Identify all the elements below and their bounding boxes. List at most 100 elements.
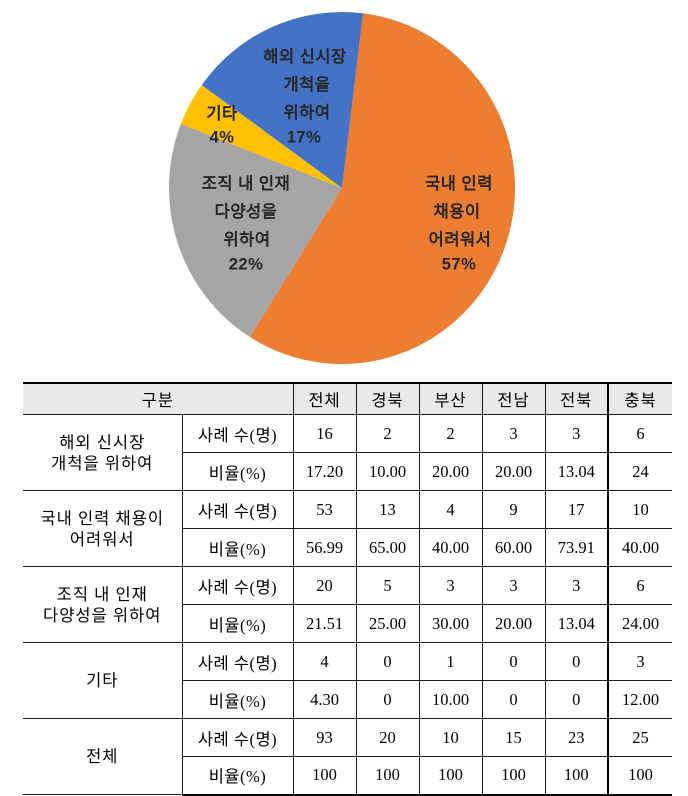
pie-label-line: 22% <box>228 255 264 274</box>
ratio-cell: 100 <box>292 756 357 796</box>
pie-label-line: 해외 신시장 <box>263 48 347 66</box>
count-cell: 6 <box>607 566 672 605</box>
ratio-cell: 13.04 <box>544 452 609 491</box>
table-row: 국내 인력 채용이 어려워서 사례 수(명) 53 13 4 9 17 10 <box>23 490 672 567</box>
count-cell: 16 <box>292 414 357 453</box>
ratio-cell: 0 <box>481 680 546 719</box>
ratio-cell: 21.51 <box>292 604 357 643</box>
count-cell: 3 <box>544 566 609 605</box>
count-cell: 10 <box>418 718 483 757</box>
ratio-cell: 65.00 <box>355 528 420 567</box>
pie-label-line: 어려워서 <box>428 231 492 249</box>
count-cell: 3 <box>607 642 672 681</box>
pie-slice <box>169 123 342 337</box>
table-body: 해외 신시장 개척을 위하여 사례 수(명) 16 2 2 3 3 6 비율(%) 17.20 10.… <box>23 414 672 796</box>
metric-label-cell: 비율(%) <box>181 452 294 491</box>
metric-label-cell: 비율(%) <box>181 604 294 643</box>
pie-label-line: 17% <box>286 128 322 147</box>
count-cell: 5 <box>355 566 420 605</box>
ratio-cell: 24 <box>607 452 672 491</box>
ratio-cell: 20.00 <box>418 452 483 491</box>
metric-label-cell: 비율(%) <box>181 756 294 796</box>
header-row: 구분 전체 경북 부산 전남 전북 충북 <box>23 382 672 415</box>
category-line: 다양성을 위하여 <box>43 605 162 625</box>
count-cell: 1 <box>418 642 483 681</box>
category-line: 기타 <box>86 671 119 690</box>
region-column-header: 경북 <box>355 382 420 415</box>
table-row: 비율(%) 100 100 100 100 100 100 <box>23 756 672 796</box>
category-line: 조직 내 인재 <box>56 584 148 604</box>
pie-label-line: 57% <box>441 255 477 274</box>
ratio-cell: 10.00 <box>418 680 483 719</box>
table-row: 전체 사례 수(명) 93 20 10 15 23 25 <box>23 718 672 795</box>
count-cell: 3 <box>418 566 483 605</box>
category-line: 전체 <box>86 747 119 766</box>
count-cell: 2 <box>418 414 483 453</box>
pie-label-line: 개척을 <box>283 76 331 94</box>
metric-label-cell: 사례 수(명) <box>181 718 294 757</box>
table-row: 해외 신시장 개척을 위하여 사례 수(명) 16 2 2 3 3 6 <box>23 414 672 491</box>
category-line: 개척을 위하여 <box>51 453 154 473</box>
category-cell: 국내 인력 채용이 어려워서 <box>23 490 183 567</box>
ratio-cell: 100 <box>607 756 672 796</box>
pie-slice <box>201 11 364 189</box>
ratio-cell: 20.00 <box>481 452 546 491</box>
count-cell: 13 <box>355 490 420 529</box>
count-cell: 93 <box>292 718 357 757</box>
metric-label-cell: 사례 수(명) <box>181 642 294 681</box>
region-column-header: 전남 <box>481 382 546 415</box>
count-cell: 9 <box>481 490 546 529</box>
region-column-header: 충북 <box>607 382 672 415</box>
table-row: 기타 사례 수(명) 4 0 1 0 0 3 <box>23 642 672 719</box>
count-cell: 4 <box>292 642 357 681</box>
metric-label-cell: 사례 수(명) <box>181 566 294 605</box>
category-cell: 기타 <box>23 642 183 719</box>
pie-slice <box>249 13 515 364</box>
category-cell: 조직 내 인재 다양성을 위하여 <box>23 566 183 643</box>
metric-label-cell: 사례 수(명) <box>181 490 294 529</box>
ratio-cell: 30.00 <box>418 604 483 643</box>
pie-label-line: 위하여 <box>223 231 271 249</box>
count-cell: 17 <box>544 490 609 529</box>
region-column-header: 전체 <box>292 382 357 415</box>
category-line: 국내 인력 채용이 <box>40 508 164 528</box>
table-row: 비율(%) 56.99 65.00 40.00 60.00 73.91 40.00 <box>23 528 672 567</box>
count-cell: 20 <box>355 718 420 757</box>
category-cell: 해외 신시장 개척을 위하여 <box>23 414 183 491</box>
ratio-cell: 60.00 <box>481 528 546 567</box>
ratio-cell: 73.91 <box>544 528 609 567</box>
count-cell: 15 <box>481 718 546 757</box>
region-column-header: 전북 <box>544 382 609 415</box>
pie-label-line: 조직 내 인재 <box>201 175 291 193</box>
pie-label-line: 국내 인력 <box>425 175 493 193</box>
ratio-cell: 100 <box>481 756 546 796</box>
count-cell: 3 <box>481 414 546 453</box>
metric-label-cell: 비율(%) <box>181 680 294 719</box>
ratio-cell: 100 <box>418 756 483 796</box>
count-cell: 10 <box>607 490 672 529</box>
count-cell: 23 <box>544 718 609 757</box>
region-column-header: 부산 <box>418 382 483 415</box>
ratio-cell: 100 <box>544 756 609 796</box>
ratio-cell: 100 <box>355 756 420 796</box>
header-gubun: 구분 <box>23 382 294 415</box>
count-cell: 0 <box>355 642 420 681</box>
pie-label-line: 기타 <box>206 105 238 123</box>
ratio-cell: 17.20 <box>292 452 357 491</box>
table-row: 비율(%) 17.20 10.00 20.00 20.00 13.04 24 <box>23 452 672 491</box>
ratio-cell: 12.00 <box>607 680 672 719</box>
count-cell: 2 <box>355 414 420 453</box>
pie-svg <box>169 11 515 364</box>
count-cell: 4 <box>418 490 483 529</box>
pie-slice <box>180 85 342 188</box>
survey-table: 구분 전체 경북 부산 전남 전북 충북 해외 신시장 개척을 위하여 사례 수(명… <box>23 382 672 796</box>
category-cell: 전체 <box>23 718 183 795</box>
metric-label-cell: 사례 수(명) <box>181 414 294 453</box>
count-cell: 3 <box>481 566 546 605</box>
ratio-cell: 40.00 <box>607 528 672 567</box>
ratio-cell: 4.30 <box>292 680 357 719</box>
table-row: 조직 내 인재 다양성을 위하여 사례 수(명) 20 5 3 3 3 6 <box>23 566 672 643</box>
pie-label-line: 채용이 <box>433 203 481 221</box>
category-line: 해외 신시장 <box>59 432 146 452</box>
